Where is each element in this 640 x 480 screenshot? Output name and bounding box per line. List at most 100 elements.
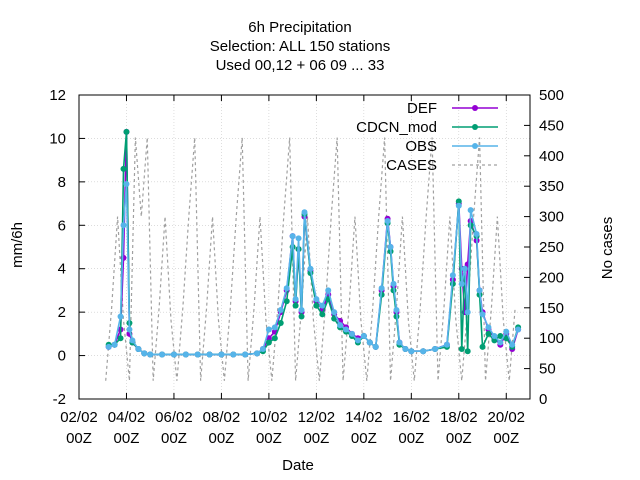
- x-tick-label: 00Z: [208, 430, 234, 447]
- data-point: [319, 311, 326, 318]
- data-point: [147, 351, 154, 358]
- y-tick-label-left: 2: [58, 304, 66, 321]
- data-point: [420, 348, 427, 355]
- data-point: [491, 333, 498, 340]
- x-tick-label: 00Z: [303, 430, 329, 447]
- data-point: [331, 309, 338, 316]
- x-tick-label: 08/02: [203, 409, 241, 426]
- data-point: [123, 128, 130, 135]
- data-point: [491, 337, 498, 344]
- axes: 02/02 00Z 04/02 00Z 06/02 00Z 08/02 00Z 10/02 00Z…: [49, 87, 564, 447]
- y-tick-label-right: 50: [539, 361, 556, 378]
- data-point: [455, 198, 462, 205]
- data-point: [479, 343, 486, 350]
- data-point: [313, 296, 320, 303]
- data-point: [307, 265, 314, 272]
- data-point: [464, 348, 471, 355]
- data-point: [159, 351, 166, 358]
- data-point: [120, 222, 127, 229]
- x-tick-label: 14/02: [345, 409, 383, 426]
- data-point: [117, 313, 124, 320]
- chart-title-line-3: Used 00,12 + 06 09 ... 33: [216, 57, 385, 74]
- legend-label: CASES: [386, 157, 437, 174]
- data-point: [301, 209, 308, 216]
- y-tick-label-right: 250: [539, 239, 564, 256]
- data-point: [458, 346, 465, 353]
- legend: DEF CDCN_mod OBS CASES: [356, 100, 498, 174]
- data-point: [390, 280, 397, 287]
- data-point: [292, 302, 299, 309]
- data-point: [298, 306, 305, 313]
- data-point: [292, 296, 299, 303]
- data-point: [348, 330, 355, 337]
- data-point: [458, 280, 465, 287]
- x-tick-label: 00Z: [114, 430, 140, 447]
- cases-series: [105, 137, 516, 381]
- data-point: [117, 335, 124, 342]
- data-point: [354, 337, 361, 344]
- data-point: [271, 335, 278, 342]
- y-axis-label-left: mm/6h: [9, 222, 26, 268]
- data-point: [111, 341, 118, 348]
- data-point: [325, 287, 332, 294]
- y-tick-label-left: 10: [49, 130, 66, 147]
- legend-marker: [472, 124, 478, 130]
- y-tick-label-left: 4: [58, 261, 66, 278]
- x-tick-label: 12/02: [298, 409, 336, 426]
- legend-marker: [472, 105, 478, 111]
- chart-title-line-2: Selection: ALL 150 stations: [210, 38, 390, 55]
- x-tick-label: 00Z: [161, 430, 187, 447]
- data-point: [509, 341, 516, 348]
- y-tick-label-left: 0: [58, 348, 66, 365]
- x-tick-label: 00Z: [351, 430, 377, 447]
- data-point: [206, 351, 213, 358]
- data-point: [283, 285, 290, 292]
- data-point: [497, 339, 504, 346]
- data-point: [479, 311, 486, 318]
- data-point: [515, 326, 522, 333]
- data-point: [503, 328, 510, 335]
- data-point: [464, 309, 471, 316]
- data-point: [366, 339, 373, 346]
- x-tick-label: 00Z: [398, 430, 424, 447]
- data-point: [393, 306, 400, 313]
- y-tick-label-right: 500: [539, 87, 564, 104]
- y-tick-label-right: 450: [539, 117, 564, 134]
- data-point: [242, 351, 249, 358]
- data-point: [485, 324, 492, 331]
- data-point: [289, 233, 296, 240]
- data-point: [129, 337, 136, 344]
- data-point: [408, 348, 415, 355]
- data-point: [402, 346, 409, 353]
- series-line: [108, 183, 519, 356]
- y-tick-label-right: 400: [539, 148, 564, 165]
- data-point: [135, 346, 142, 353]
- data-point: [313, 302, 320, 309]
- data-point: [387, 244, 394, 250]
- data-point: [230, 351, 237, 358]
- data-point: [170, 351, 177, 358]
- y-tick-label-right: 100: [539, 330, 564, 347]
- y-axis-label-right: No cases: [599, 217, 616, 280]
- data-point: [455, 202, 462, 209]
- data-point: [259, 346, 266, 353]
- x-tick-label: 18/02: [440, 409, 478, 426]
- y-tick-label-left: 12: [49, 87, 66, 104]
- data-point: [194, 351, 201, 358]
- data-point: [254, 350, 261, 357]
- data-point: [120, 165, 127, 172]
- data-point: [485, 330, 492, 337]
- data-point: [218, 351, 225, 358]
- data-point: [497, 333, 504, 340]
- data-point: [265, 326, 272, 333]
- data-point: [384, 217, 391, 224]
- data-point: [123, 181, 130, 188]
- y-tick-label-right: 350: [539, 178, 564, 195]
- data-point: [343, 326, 350, 333]
- y-tick-label-right: 300: [539, 209, 564, 226]
- data-point: [378, 285, 385, 292]
- data-point: [277, 320, 284, 326]
- data-point: [473, 230, 480, 237]
- data-point: [443, 341, 450, 348]
